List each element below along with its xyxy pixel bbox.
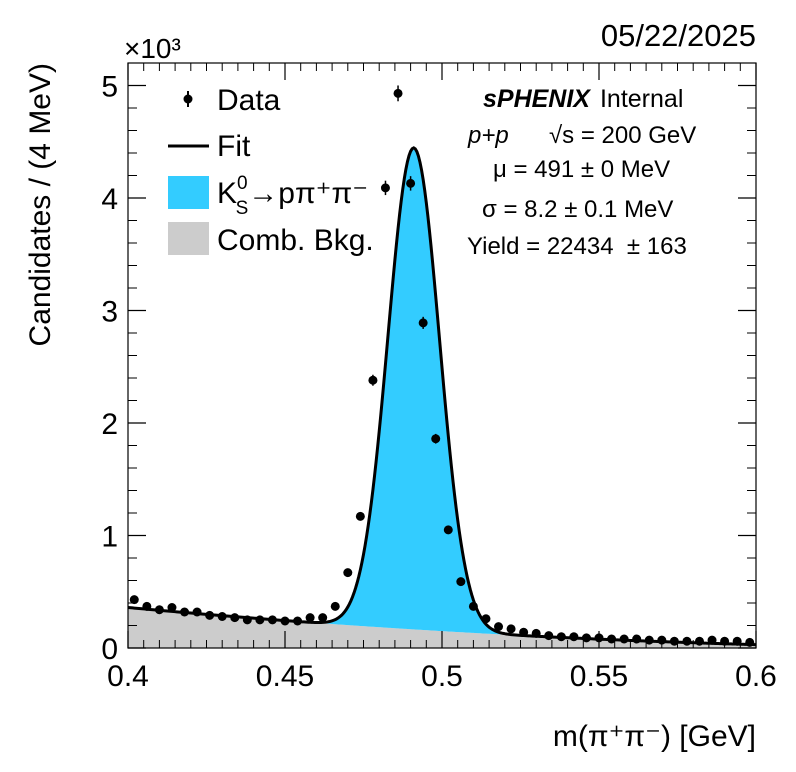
data-point [481,614,491,624]
legend-fit-label: Fit [217,130,251,163]
data-point [293,616,303,626]
data-point [431,434,441,444]
x-tick-label: 0.45 [256,660,314,693]
data-point [280,616,290,626]
legend-signal-label: K0 S→pπ⁺π⁻ [217,173,368,219]
y-tick-label: 2 [101,408,118,441]
data-points-layer [129,85,755,647]
data-point [556,632,566,642]
data-point [217,612,227,621]
data-point [154,605,164,615]
date-label: 05/22/2025 [601,18,756,53]
data-point [192,607,202,617]
y-tick-label: 5 [101,71,118,104]
fit-mean-label: μ = 491 ± 0 MeV [493,156,670,183]
legend-data-marker [183,94,193,104]
legend-data-label: Data [217,84,281,117]
fit-annotation-block: sPHENIX Internal p+p √s = 200 GeV μ = 491… [467,85,696,260]
y-tick-label: 3 [101,296,118,329]
data-point [205,610,215,620]
collision-system-label: p+p [467,122,509,149]
legend-signal-swatch [168,176,209,209]
data-point [531,628,541,638]
data-point [494,622,504,632]
legend: Data Fit K0 S→pπ⁺π⁻ Comb. Bkg. [168,84,374,257]
data-point [581,633,591,643]
data-point [406,178,416,188]
data-point [519,627,529,637]
data-point [607,634,617,644]
x-tick-label: 0.55 [570,660,628,693]
data-point [167,603,177,612]
axis-ticks: 0.4 0.45 0.5 0.55 0.6 0 1 2 3 4 5 [101,62,777,693]
data-point [569,632,579,642]
data-point [380,183,390,193]
data-point [343,568,353,578]
data-point [330,601,340,611]
data-point [368,375,378,385]
data-point [619,634,629,644]
data-point [632,634,642,644]
data-point [318,613,328,623]
legend-bkg-label: Comb. Bkg. [217,224,374,257]
data-point [242,615,252,625]
data-point [129,595,139,605]
data-point [694,636,704,646]
data-point [456,577,466,587]
data-point [468,601,478,611]
y-multiplier-label: ×10³ [124,33,181,64]
signal-area [128,147,756,645]
data-point [443,525,453,535]
y-tick-label: 4 [101,183,118,216]
legend-bkg-swatch [168,222,209,255]
x-axis-label: m(π⁺π⁻) [GeV] [553,720,756,753]
data-point [255,615,265,625]
data-point [644,635,654,645]
x-tick-label: 0.6 [735,660,777,693]
data-point [732,636,742,646]
data-point [682,636,692,646]
data-point [707,635,717,645]
y-tick-label: 0 [101,633,118,666]
fit-width-label: σ = 8.2 ± 0.1 MeV [482,196,673,223]
data-point [355,511,365,521]
x-tick-label: 0.5 [421,660,463,693]
y-axis-label: Candidates / (4 MeV) [24,63,57,346]
data-point [506,624,516,634]
signal-area-layer [128,147,756,645]
data-point [230,613,240,623]
data-point [745,637,755,647]
x-tick-label: 0.4 [107,660,149,693]
y-tick-label: 1 [101,521,118,554]
data-point [393,88,403,98]
data-point [142,601,152,611]
data-point [418,318,428,328]
experiment-label: sPHENIX Internal [483,85,683,113]
energy-label: √s = 200 GeV [549,122,696,149]
fit-yield-label: Yield = 22434 ± 163 [467,233,687,260]
data-point [544,631,554,641]
data-point [267,615,277,625]
data-point [669,636,679,646]
data-point [305,613,315,623]
data-point [180,607,190,617]
